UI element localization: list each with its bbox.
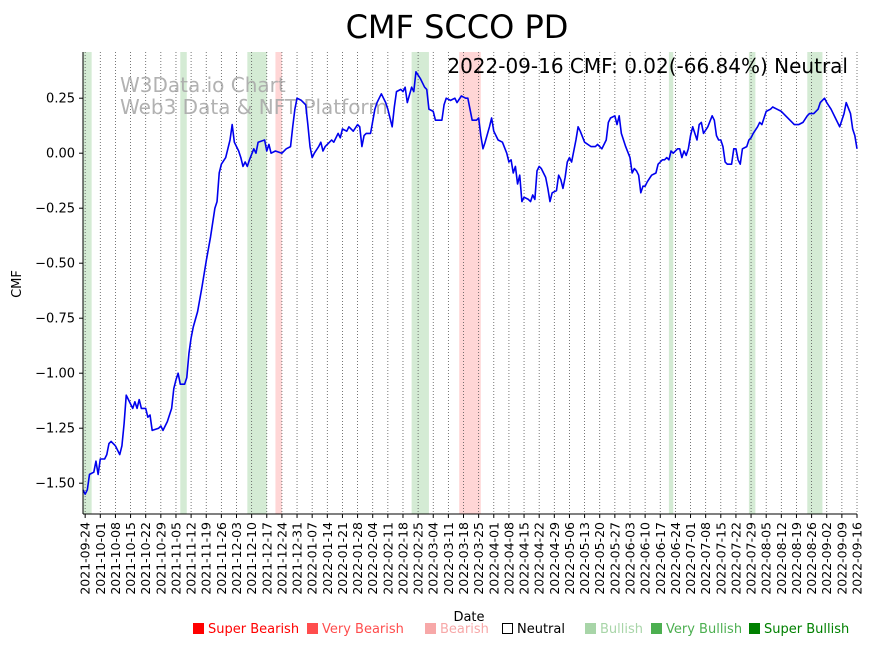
- x-tick-label-32: 2022-05-06: [562, 522, 577, 595]
- x-tick-label-4: 2021-10-22: [138, 522, 153, 595]
- x-tick-label-21: 2022-02-18: [395, 522, 410, 595]
- x-grid-lines: [84, 52, 858, 514]
- x-tick-label-41: 2022-07-08: [698, 522, 713, 595]
- x-tick-label-28: 2022-04-08: [501, 522, 516, 595]
- x-tick-label-2: 2021-10-08: [108, 522, 123, 595]
- x-tick-label-0: 2021-09-24: [78, 522, 93, 595]
- latest-value-annotation: 2022-09-16 CMF: 0.02(-66.84%) Neutral: [447, 54, 848, 78]
- legend-swatch-neutral: [502, 623, 513, 634]
- legend-label-super-bearish: Super Bearish: [208, 622, 299, 637]
- legend-label-very-bullish: Very Bullish: [666, 622, 742, 637]
- x-tick-label-39: 2022-06-24: [668, 522, 683, 595]
- legend-swatch-bullish: [585, 623, 596, 634]
- x-tick-label-48: 2022-08-26: [804, 522, 819, 595]
- x-tick-label-34: 2022-05-20: [592, 522, 607, 595]
- y-tick-label-4: −0.75: [35, 312, 75, 327]
- x-tick-label-49: 2022-09-02: [819, 522, 834, 595]
- band-bullish-7: [748, 52, 756, 514]
- legend-swatch-bearish: [425, 623, 436, 634]
- x-tick-label-30: 2022-04-22: [532, 522, 547, 595]
- legend-label-bearish: Bearish: [440, 622, 489, 637]
- x-tick-label-9: 2021-11-26: [214, 522, 229, 595]
- band-bullish-0: [83, 52, 92, 514]
- x-tick-label-16: 2022-01-14: [320, 522, 335, 595]
- signal-bands: [83, 52, 823, 514]
- x-tick-label-25: 2022-03-18: [456, 522, 471, 595]
- x-tick-label-36: 2022-06-03: [622, 522, 637, 595]
- y-tick-label-1: 0.00: [46, 147, 75, 162]
- x-tick-label-29: 2022-04-15: [517, 522, 532, 595]
- x-tick-label-18: 2022-01-28: [350, 522, 365, 595]
- legend-swatch-super-bullish: [749, 623, 760, 634]
- x-tick-label-27: 2022-04-01: [486, 522, 501, 595]
- y-tick-label-0: 0.25: [46, 92, 75, 107]
- legend-swatch-very-bearish: [307, 623, 318, 634]
- cmf-series-line: [82, 71, 858, 495]
- x-tick-label-42: 2022-07-15: [713, 522, 728, 595]
- x-tick-label-3: 2021-10-15: [123, 522, 138, 595]
- x-tick-label-22: 2022-02-25: [411, 522, 426, 595]
- y-tick-label-3: −0.50: [35, 257, 75, 272]
- x-tick-label-24: 2022-03-11: [441, 522, 456, 595]
- x-tick-label-10: 2021-12-03: [229, 522, 244, 595]
- y-ticks: 0.25 0.00 −0.25 −0.50 −0.75 −1.00 −1.25 −1.50: [35, 92, 83, 492]
- x-tick-label-14: 2021-12-31: [290, 522, 305, 595]
- x-tick-label-33: 2022-05-13: [577, 522, 592, 595]
- x-tick-label-1: 2021-10-01: [93, 522, 108, 595]
- x-tick-label-13: 2021-12-24: [274, 522, 289, 595]
- x-tick-label-45: 2022-08-05: [759, 522, 774, 595]
- legend-label-bullish: Bullish: [600, 622, 643, 637]
- x-tick-label-46: 2022-08-12: [774, 522, 789, 595]
- band-bullish-1: [180, 52, 187, 514]
- band-bullish-8: [807, 52, 823, 514]
- watermark-line-2: Web3 Data & NFT Platform: [120, 95, 388, 119]
- x-tick-label-20: 2022-02-11: [380, 522, 395, 595]
- x-tick-label-31: 2022-04-29: [547, 522, 562, 595]
- x-tick-label-35: 2022-05-27: [607, 522, 622, 595]
- x-tick-label-44: 2022-07-29: [744, 522, 759, 595]
- x-tick-label-43: 2022-07-22: [728, 522, 743, 595]
- x-tick-label-50: 2022-09-09: [834, 522, 849, 595]
- x-axis-label: Date: [453, 610, 484, 625]
- watermark-line-1: W3Data.io Chart: [120, 73, 286, 97]
- x-tick-label-47: 2022-08-19: [789, 522, 804, 595]
- legend-swatch-super-bearish: [193, 623, 204, 634]
- x-tick-label-26: 2022-03-25: [471, 522, 486, 595]
- y-tick-label-2: −0.25: [35, 202, 75, 217]
- x-tick-label-51: 2022-09-16: [850, 522, 865, 595]
- x-tick-label-5: 2021-10-29: [153, 522, 168, 595]
- x-tick-label-19: 2022-02-04: [365, 522, 380, 595]
- x-ticks: 2021-09-24 2021-10-01 2021-10-08 2021-10-15…: [78, 514, 865, 595]
- x-tick-label-12: 2021-12-17: [259, 522, 274, 595]
- x-tick-label-38: 2022-06-17: [653, 522, 668, 595]
- x-tick-label-37: 2022-06-10: [638, 522, 653, 595]
- x-tick-label-8: 2021-11-19: [199, 522, 214, 595]
- y-tick-label-7: −1.50: [35, 477, 75, 492]
- band-bullish-6: [668, 52, 674, 514]
- x-tick-label-7: 2021-11-12: [184, 522, 199, 595]
- x-tick-label-23: 2022-03-04: [426, 522, 441, 595]
- x-tick-label-17: 2022-01-21: [335, 522, 350, 595]
- legend-swatch-very-bullish: [651, 623, 662, 634]
- legend: Super Bearish Very Bearish Bearish Neutral B…: [193, 622, 849, 637]
- legend-label-very-bearish: Very Bearish: [322, 622, 404, 637]
- band-bearish-5: [459, 52, 481, 514]
- x-tick-label-11: 2021-12-10: [244, 522, 259, 595]
- band-bullish-2: [247, 52, 267, 514]
- y-tick-label-6: −1.25: [35, 422, 75, 437]
- axes: [82, 52, 857, 515]
- y-tick-label-5: −1.00: [35, 367, 75, 382]
- x-tick-label-40: 2022-07-01: [683, 522, 698, 595]
- x-tick-label-15: 2022-01-07: [305, 522, 320, 595]
- band-bearish-3: [275, 52, 282, 514]
- y-axis-label: CMF: [10, 270, 25, 298]
- legend-label-neutral: Neutral: [517, 622, 565, 637]
- band-bullish-4: [411, 52, 429, 514]
- chart-title: CMF SCCO PD: [346, 8, 569, 46]
- x-tick-label-6: 2021-11-05: [168, 522, 183, 595]
- legend-label-super-bullish: Super Bullish: [764, 622, 849, 637]
